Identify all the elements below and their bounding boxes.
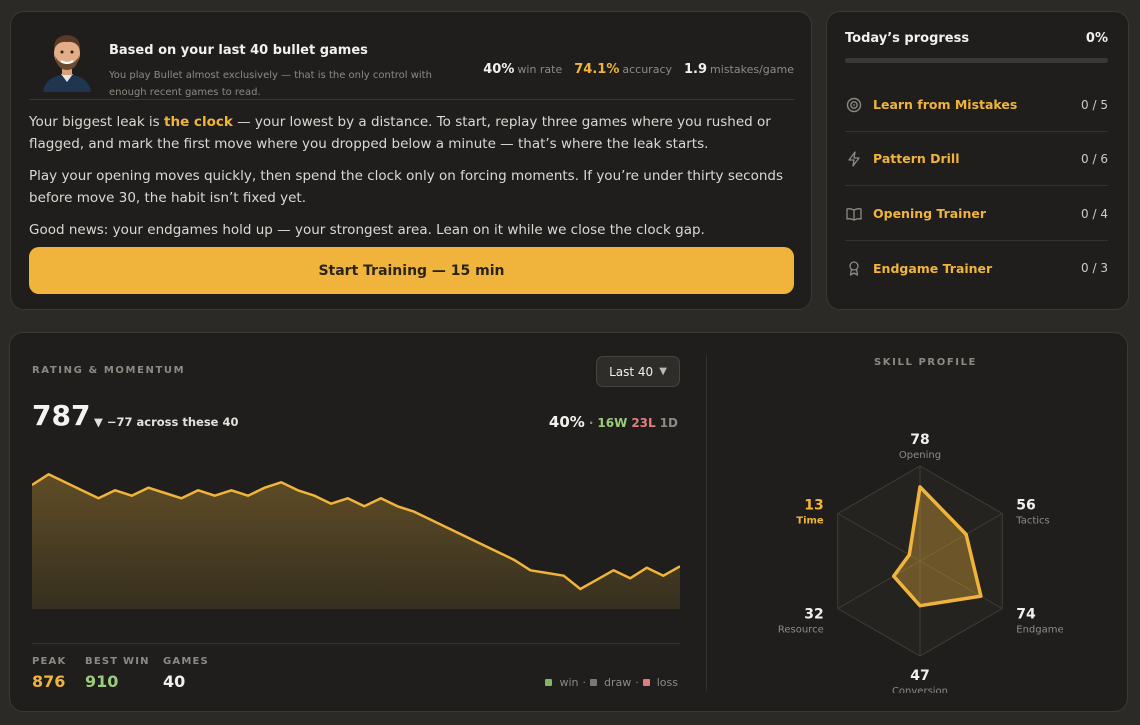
- current-rating: 787: [32, 399, 91, 432]
- drill-learn-from-mistakes[interactable]: Learn from Mistakes 0 / 5: [845, 78, 1108, 132]
- best-win-stat: BEST WIN 910: [85, 656, 150, 691]
- drill-count: 0 / 5: [1081, 97, 1108, 112]
- vertical-divider: [706, 355, 707, 691]
- progress-percent: 0%: [1085, 31, 1108, 46]
- radar-label-resource: Resource: [778, 625, 824, 636]
- draws-count: 1D: [659, 416, 678, 430]
- win-percent: 40%: [548, 413, 585, 431]
- skill-radar-chart: 78 Opening 56 Tactics 74 Endgame 47 Conversion 3…: [778, 432, 1064, 693]
- loss-swatch: [642, 679, 650, 686]
- drill-name: Pattern Drill: [873, 151, 960, 166]
- range-select-label: Last 40: [609, 364, 654, 379]
- stat-win-rate: 40% win rate: [483, 62, 563, 77]
- start-training-button[interactable]: Start Training — 15 min: [29, 247, 794, 294]
- coach-divider: [29, 99, 794, 100]
- drill-endgame-trainer[interactable]: Endgame Trainer 0 / 3: [845, 241, 1108, 295]
- drill-count: 0 / 4: [1081, 206, 1108, 221]
- medal-icon: [849, 261, 859, 276]
- coach-title: Based on your last 40 bullet games: [109, 43, 368, 58]
- target-icon: [846, 97, 862, 112]
- skill-profile-label: SKILL PROFILE: [874, 357, 977, 368]
- range-select[interactable]: Last 40 ▼: [596, 356, 680, 387]
- radar-spoke: [919, 560, 1003, 609]
- rating-delta: ▼ −77 across these 40: [94, 415, 239, 429]
- radar-label-opening: Opening: [899, 450, 941, 461]
- radar-value-time: 13: [804, 498, 823, 514]
- drill-count: 0 / 6: [1081, 151, 1108, 166]
- progress-bar: [845, 58, 1108, 63]
- progress-title: Today’s progress: [845, 31, 970, 46]
- coach-subtitle: You play Bullet almost exclusively — tha…: [109, 70, 432, 98]
- advice-paragraph-2: Play your opening moves quickly, then sp…: [29, 168, 784, 206]
- coach-advice: Your biggest leak is the clock — your lo…: [29, 111, 799, 251]
- coach-stats: 40% win rate 74.1% accuracy 1.9 mistakes/ga…: [483, 62, 794, 77]
- radar-spoke: [837, 513, 921, 562]
- drill-name: Learn from Mistakes: [873, 97, 1018, 112]
- radar-label-time: Time: [796, 516, 824, 527]
- rating-footer-divider: [32, 643, 680, 644]
- radar-value-endgame: 74: [1016, 607, 1036, 623]
- losses-count: 23L: [631, 416, 656, 430]
- draw-swatch: [590, 679, 597, 686]
- coach-header: Based on your last 40 bullet games You p…: [29, 24, 794, 100]
- rating-section-label: RATING & MOMENTUM: [32, 365, 186, 376]
- radar-value-tactics: 56: [1016, 498, 1035, 514]
- games-stat: GAMES 40: [163, 656, 209, 691]
- book-icon: [846, 207, 862, 221]
- advice-paragraph-3: Good news: your endgames hold up — your …: [29, 222, 705, 238]
- radar-label-endgame: Endgame: [1016, 625, 1063, 636]
- rating-sparkline: [32, 473, 680, 609]
- wins-count: 16W: [597, 416, 628, 430]
- progress-card: Today’s progress 0% Learn from Mistakes …: [826, 11, 1129, 310]
- rating-area: [32, 474, 680, 609]
- drill-opening-trainer[interactable]: Opening Trainer 0 / 4: [845, 187, 1108, 241]
- drill-name: Opening Trainer: [873, 206, 987, 221]
- advice-paragraph-1: Your biggest leak is the clock — your lo…: [29, 114, 771, 152]
- rating-line: [32, 473, 680, 591]
- stat-mistakes: 1.9 mistakes/game: [684, 62, 794, 77]
- peak-stat: PEAK 876: [32, 656, 67, 691]
- radar-value-opening: 78: [910, 432, 929, 448]
- radar-value-resource: 32: [804, 607, 823, 623]
- radar-value-conversion: 47: [910, 668, 929, 684]
- radar-spoke: [837, 560, 921, 609]
- win-draw-loss: 40% · 16W 23L 1D: [548, 413, 678, 431]
- coach-card: Based on your last 40 bullet games You p…: [10, 11, 812, 310]
- radar-label-conversion: Conversion: [892, 686, 948, 693]
- caret-down-icon: ▼: [659, 366, 667, 377]
- result-legend: win · draw · loss: [545, 676, 678, 689]
- drill-name: Endgame Trainer: [873, 260, 993, 276]
- stat-accuracy: 74.1% accuracy: [574, 62, 673, 77]
- win-swatch: [545, 679, 553, 686]
- drill-count: 0 / 3: [1081, 261, 1108, 275]
- radar-spoke: [919, 513, 1003, 562]
- coach-avatar: [43, 35, 91, 92]
- skill-polygon: [891, 485, 983, 608]
- drill-pattern[interactable]: Pattern Drill 0 / 6: [845, 132, 1108, 186]
- radar-label-tactics: Tactics: [1015, 516, 1050, 527]
- bolt-icon: [848, 150, 860, 167]
- rating-card: RATING & MOMENTUM Last 40 ▼ 787 ▼ −77 ac…: [9, 332, 1128, 712]
- advice-highlight: the clock: [164, 114, 233, 130]
